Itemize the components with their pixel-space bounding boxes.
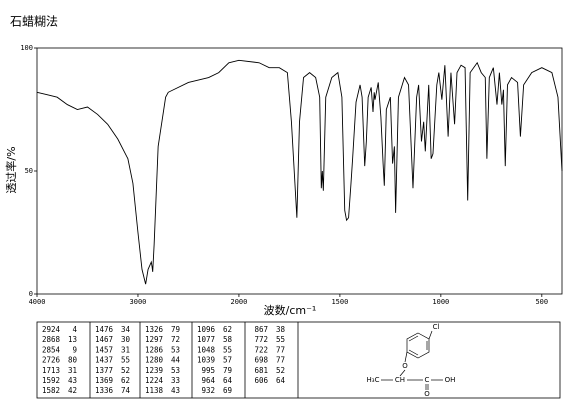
peak-transmittance: 9 [72, 345, 77, 354]
peak-transmittance: 4 [72, 325, 77, 334]
peak-wavenumber: 1077 [197, 335, 215, 344]
peak-wavenumber: 2868 [42, 335, 61, 344]
peak-transmittance: 62 [223, 325, 232, 334]
table-frame [36, 321, 561, 399]
peak-transmittance: 69 [223, 386, 232, 395]
peak-wavenumber: 606 [254, 376, 268, 385]
peak-wavenumber: 698 [254, 356, 268, 365]
atom-label: O [402, 362, 408, 370]
peak-wavenumber: 1457 [95, 345, 113, 354]
peak-transmittance: 43 [68, 376, 77, 385]
spectrum-line [36, 59, 563, 285]
bond [408, 335, 419, 342]
peak-wavenumber: 1297 [145, 335, 163, 344]
bond [428, 330, 433, 340]
peak-transmittance: 80 [68, 356, 78, 365]
peak-transmittance: 43 [171, 386, 180, 395]
peak-wavenumber: 2854 [42, 345, 61, 354]
peak-wavenumber: 1476 [95, 325, 114, 334]
peak-transmittance: 44 [171, 356, 181, 365]
peak-wavenumber: 722 [254, 345, 268, 354]
benzene-ring [406, 332, 430, 359]
peak-transmittance: 55 [223, 345, 232, 354]
atom-label: C [425, 376, 430, 384]
peak-transmittance: 79 [171, 325, 180, 334]
peak-wavenumber: 1437 [95, 356, 113, 365]
peak-wavenumber: 1039 [197, 356, 215, 365]
peak-wavenumber: 964 [201, 376, 215, 385]
peak-wavenumber: 995 [201, 366, 215, 375]
peak-wavenumber: 1286 [145, 345, 164, 354]
peak-wavenumber: 1582 [42, 386, 60, 395]
peak-transmittance: 57 [223, 356, 232, 365]
y-tick-label: 0 [29, 290, 33, 298]
peak-transmittance: 77 [276, 356, 285, 365]
peak-wavenumber: 2924 [42, 325, 61, 334]
peak-wavenumber: 1592 [42, 376, 60, 385]
peak-table [36, 321, 561, 399]
peak-wavenumber: 1336 [95, 386, 114, 395]
peak-transmittance: 55 [121, 356, 130, 365]
x-axis-label: 波数/cm⁻¹ [264, 304, 317, 317]
peak-wavenumber: 1138 [145, 386, 164, 395]
x-tick-label: 500 [535, 298, 548, 306]
x-tick-label: 2000 [230, 298, 247, 306]
peak-wavenumber: 1377 [95, 366, 113, 375]
atom-label: OH [445, 376, 456, 384]
peak-wavenumber: 772 [254, 335, 268, 344]
peak-wavenumber: 1467 [95, 335, 113, 344]
peak-transmittance: 33 [171, 376, 180, 385]
peak-transmittance: 64 [276, 376, 286, 385]
y-tick-label: 50 [25, 167, 33, 175]
peak-transmittance: 64 [223, 376, 233, 385]
peak-transmittance: 31 [121, 345, 130, 354]
peak-wavenumber: 1369 [95, 376, 113, 385]
peak-wavenumber: 2726 [42, 356, 61, 365]
peak-transmittance: 77 [276, 345, 285, 354]
peak-transmittance: 52 [121, 366, 130, 375]
chart-title: 石蜡糊法 [10, 14, 58, 29]
peak-transmittance: 42 [68, 386, 77, 395]
bond [399, 369, 406, 377]
x-tick-label: 1500 [331, 298, 348, 306]
bond [404, 351, 408, 363]
peak-wavenumber: 1224 [145, 376, 164, 385]
atom-label: O [424, 390, 430, 398]
peak-transmittance: 62 [121, 376, 130, 385]
peak-wavenumber: 1096 [197, 325, 216, 334]
atom-label: Cl [433, 323, 440, 331]
peak-transmittance: 38 [276, 325, 286, 334]
peak-transmittance: 53 [171, 366, 180, 375]
peak-wavenumber: 867 [254, 325, 268, 334]
peak-wavenumber: 681 [254, 366, 268, 375]
peak-wavenumber: 1239 [145, 366, 163, 375]
bond [408, 349, 419, 356]
peak-transmittance: 52 [276, 366, 285, 375]
x-tick-label: 4000 [29, 298, 46, 306]
atom-label: CH [395, 376, 405, 384]
peak-wavenumber: 1713 [42, 366, 60, 375]
peak-transmittance: 79 [223, 366, 232, 375]
y-tick-label: 100 [20, 44, 33, 52]
peak-transmittance: 72 [171, 335, 180, 344]
atom-label: H₃C [367, 376, 380, 384]
plot-frame [36, 47, 563, 295]
peak-wavenumber: 1326 [145, 325, 164, 334]
peak-transmittance: 31 [68, 366, 77, 375]
peak-wavenumber: 1280 [145, 356, 164, 365]
peak-transmittance: 34 [121, 325, 131, 334]
structure [381, 330, 443, 390]
peak-transmittance: 30 [121, 335, 131, 344]
peak-transmittance: 74 [121, 386, 131, 395]
peak-transmittance: 55 [276, 335, 285, 344]
peak-wavenumber: 932 [201, 386, 215, 395]
peak-transmittance: 58 [223, 335, 233, 344]
x-tick-label: 1000 [432, 298, 449, 306]
peak-wavenumber: 1048 [197, 345, 216, 354]
y-axis-label: 透过率/% [4, 146, 18, 193]
peak-transmittance: 13 [68, 335, 77, 344]
x-tick-label: 3000 [130, 298, 147, 306]
peak-transmittance: 53 [171, 345, 180, 354]
